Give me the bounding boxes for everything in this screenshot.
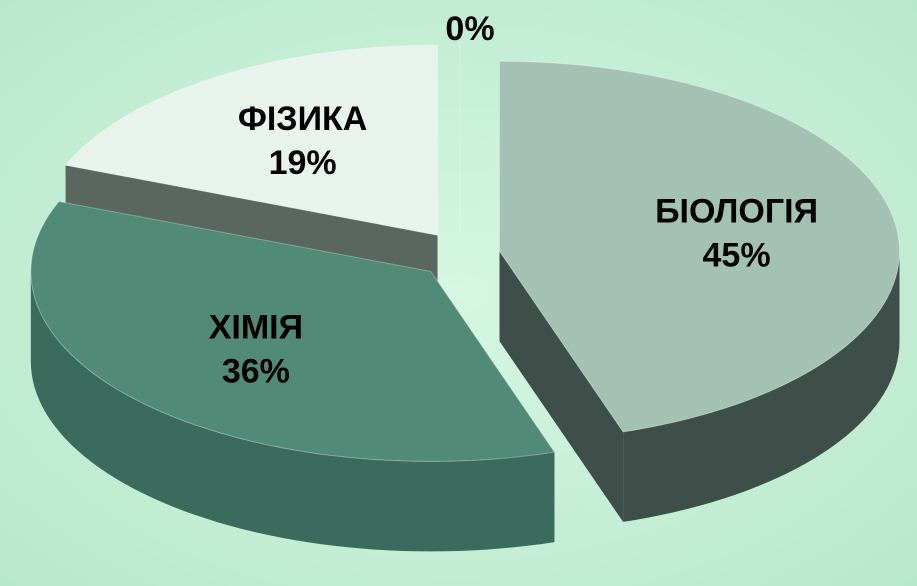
slice: [30, 200, 556, 462]
slice-side: [30, 271, 555, 552]
slice-side: [623, 251, 900, 522]
slice-label: БІОЛОГІЯ: [655, 192, 818, 230]
value-label: 36%: [222, 352, 290, 390]
value-label: 0%: [445, 10, 494, 48]
slice: [64, 44, 438, 236]
slice-label: ХІМІЯ: [209, 308, 303, 346]
slice-label: ФІЗИКА: [238, 100, 368, 138]
slice-cut: [499, 251, 624, 522]
value-label: 45%: [703, 236, 771, 274]
value-label: 19%: [269, 144, 337, 182]
slice: [499, 60, 901, 433]
